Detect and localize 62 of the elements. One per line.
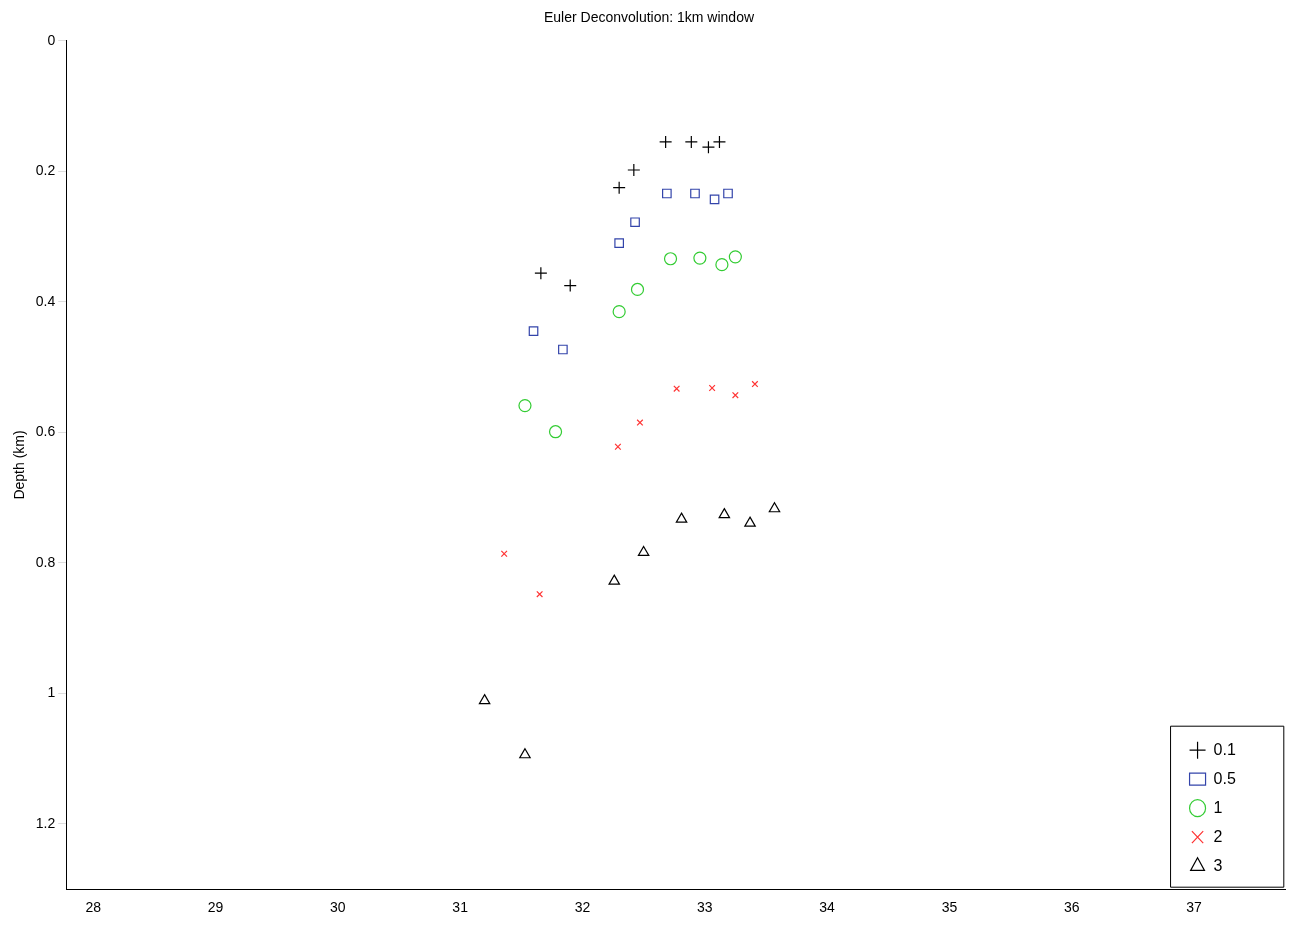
legend-label: 2 — [1213, 827, 1223, 845]
y-tick-label: 1 — [47, 684, 56, 701]
point — [663, 252, 678, 266]
point — [709, 194, 720, 205]
point — [693, 251, 707, 265]
point — [608, 574, 621, 585]
point — [768, 502, 781, 513]
point — [558, 344, 568, 355]
point — [701, 140, 716, 154]
y-axis-title: Depth (km) — [11, 430, 28, 500]
point — [659, 135, 673, 149]
x-tick-label: 30 — [330, 899, 346, 916]
point — [548, 425, 563, 439]
x-tick-label: 34 — [819, 899, 836, 916]
point — [684, 135, 698, 149]
point — [712, 135, 727, 149]
point — [519, 748, 531, 759]
y-tick-label: 0.4 — [35, 292, 56, 309]
x-tick-label: 37 — [1186, 899, 1203, 916]
point — [630, 217, 640, 228]
point — [563, 278, 577, 293]
x-tick-label: 36 — [1063, 899, 1080, 916]
point — [636, 419, 644, 427]
point — [518, 399, 532, 413]
point — [744, 516, 756, 527]
point — [528, 326, 539, 337]
x-tick-label: 32 — [574, 899, 591, 916]
point — [731, 391, 739, 399]
x-tick-label: 31 — [452, 899, 469, 916]
chart-title: Euler Deconvolution: 1km window — [543, 9, 755, 26]
legend-label: 0.1 — [1213, 740, 1236, 758]
y-tick-label: 1.2 — [35, 814, 56, 831]
x-tick-label: 33 — [696, 899, 713, 916]
point — [614, 443, 622, 451]
point — [728, 250, 742, 264]
point — [500, 550, 508, 558]
x-tick-label: 35 — [941, 899, 958, 916]
legend-label: 3 — [1213, 856, 1223, 874]
point — [718, 508, 731, 519]
point — [662, 188, 672, 199]
y-tick-label: 0.8 — [35, 553, 56, 570]
y-tick-label: 0 — [47, 31, 56, 48]
legend-label: 0.5 — [1213, 769, 1236, 787]
point — [675, 512, 688, 523]
point — [536, 590, 544, 598]
legend-label: 1 — [1213, 798, 1223, 816]
point — [630, 282, 645, 297]
point — [723, 188, 733, 199]
point — [627, 163, 641, 177]
point — [478, 693, 491, 705]
point — [637, 545, 650, 557]
x-tick-label: 29 — [207, 899, 224, 916]
point — [612, 181, 626, 195]
x-tick-label: 28 — [85, 899, 102, 916]
y-tick-label: 0.6 — [35, 423, 56, 440]
point — [715, 258, 729, 272]
y-tick-label: 0.2 — [35, 162, 56, 179]
point — [614, 238, 624, 248]
point — [534, 266, 548, 280]
point — [708, 384, 716, 392]
point — [612, 305, 626, 319]
point — [690, 188, 700, 199]
